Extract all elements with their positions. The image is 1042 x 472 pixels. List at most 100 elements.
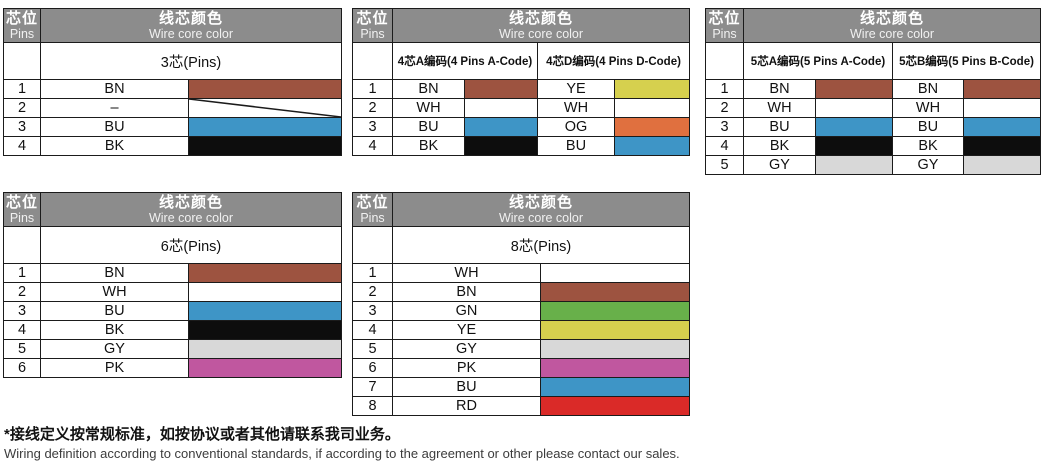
color-swatch [962,98,1042,118]
table-row: 1 BN [3,263,343,283]
pin-header-cn: 芯位 [5,10,38,27]
code-cell: PK [40,358,189,378]
table-row: 4 YE [352,320,691,340]
table-row: 5 GY GY [705,155,1042,175]
code-cell: BK [743,136,816,156]
color-swatch [539,320,691,340]
empty-cell [352,42,393,80]
table-row: 6 PK [3,358,343,378]
color-swatch [815,117,893,137]
color-swatch [187,136,343,156]
table-header-row: 芯位 Pins 线芯颜色 Wire core color [352,8,691,43]
color-swatch [962,117,1042,137]
color-swatch [464,98,538,118]
color-header-cell: 线芯颜色 Wire core color [39,8,343,43]
table-row: 4 BK [3,320,343,340]
code-cell: – [40,98,189,118]
code-cell: WH [743,98,816,118]
table-row: 1 BN BN [705,79,1042,99]
color-swatch [539,358,691,378]
code-cell: RD [392,396,541,416]
color-header-en: Wire core color [850,27,935,41]
diagonal-line [189,99,341,117]
code-cell: YE [392,320,541,340]
code-cell: WH [537,98,615,118]
color-swatch [539,263,691,283]
pin-cell: 8 [352,396,393,416]
pin-header-en: Pins [9,27,35,41]
code-d-subtitle: 4芯D编码(4 Pins D-Code) [536,42,691,80]
empty-cell [3,226,41,264]
code-cell: GY [892,155,964,175]
color-swatch [539,282,691,302]
color-swatch [613,117,691,137]
pin-header-cn: 芯位 [356,10,389,27]
pin-header-cn: 芯位 [5,194,38,211]
pin-cell: 1 [352,263,393,283]
code-cell: BK [40,136,189,156]
pin-header-en: Pins [360,211,385,225]
code-cell: GY [40,339,189,359]
color-swatch [539,339,691,359]
code-cell: WH [392,263,541,283]
table-subheader-row: 3芯(Pins) [3,42,343,80]
table-subtitle: 6芯(Pins) [39,226,343,264]
color-swatch [464,79,538,99]
pin-cell: 1 [3,79,41,99]
color-swatch [187,79,343,99]
code-cell: YE [537,79,615,99]
code-cell: BN [892,79,964,99]
color-swatch [613,98,691,118]
pin-header-cell: 芯位 Pins [3,8,41,43]
pin-cell: 2 [3,282,41,302]
pin-cell: 1 [705,79,744,99]
pin-cell: 3 [352,301,393,321]
color-swatch [187,301,343,321]
table-row: 2 BN [352,282,691,302]
code-cell: WH [392,98,465,118]
code-cell: BN [392,282,541,302]
code-cell: BN [743,79,816,99]
color-header-en: Wire core color [498,211,584,225]
table-row: 1 BN [3,79,343,99]
code-cell: BN [392,79,465,99]
code-cell: OG [537,117,615,137]
color-header-cn: 线芯颜色 [159,194,224,211]
pin-cell: 2 [3,98,41,118]
pin-cell: 6 [3,358,41,378]
pin-header-en: Pins [9,211,35,225]
pin-cell: 3 [352,117,393,137]
color-swatch [613,79,691,99]
code-cell: GY [392,339,541,359]
table-row: 3 BU [3,117,343,137]
code-a-subtitle: 5芯A编码(5 Pins A-Code) [743,42,893,80]
table-header-row: 芯位 Pins 线芯颜色 Wire core color [352,192,691,227]
pin-cell: 7 [352,377,393,397]
color-header-cell: 线芯颜色 Wire core color [742,8,1042,43]
code-cell: BU [892,117,964,137]
color-swatch [187,282,343,302]
table-subheader-row: 5芯A编码(5 Pins A-Code) 5芯B编码(5 Pins B-Code… [705,42,1042,80]
table-4pins: 芯位 Pins 线芯颜色 Wire core color 4芯A编码(4 Pin… [352,8,691,156]
table-row: 4 BK BU [352,136,691,156]
crossed-color-swatch [187,98,343,118]
table-row: 2 WH WH [705,98,1042,118]
code-cell: BU [40,301,189,321]
code-cell: GY [743,155,816,175]
code-a-subtitle: 4芯A编码(4 Pins A-Code) [392,42,538,80]
pin-cell: 4 [705,136,744,156]
table-row: 7 BU [352,377,691,397]
pin-cell: 5 [705,155,744,175]
pin-cell: 5 [352,339,393,359]
table-row: 3 BU OG [352,117,691,137]
color-header-en: Wire core color [148,27,234,41]
color-swatch [539,301,691,321]
table-subheader-row: 8芯(Pins) [352,226,691,264]
code-cell: PK [392,358,541,378]
pin-header-en: Pins [712,27,737,41]
pin-cell: 1 [352,79,393,99]
color-header-cell: 线芯颜色 Wire core color [391,8,691,43]
code-cell: WH [40,282,189,302]
pin-header-cn: 芯位 [356,194,389,211]
